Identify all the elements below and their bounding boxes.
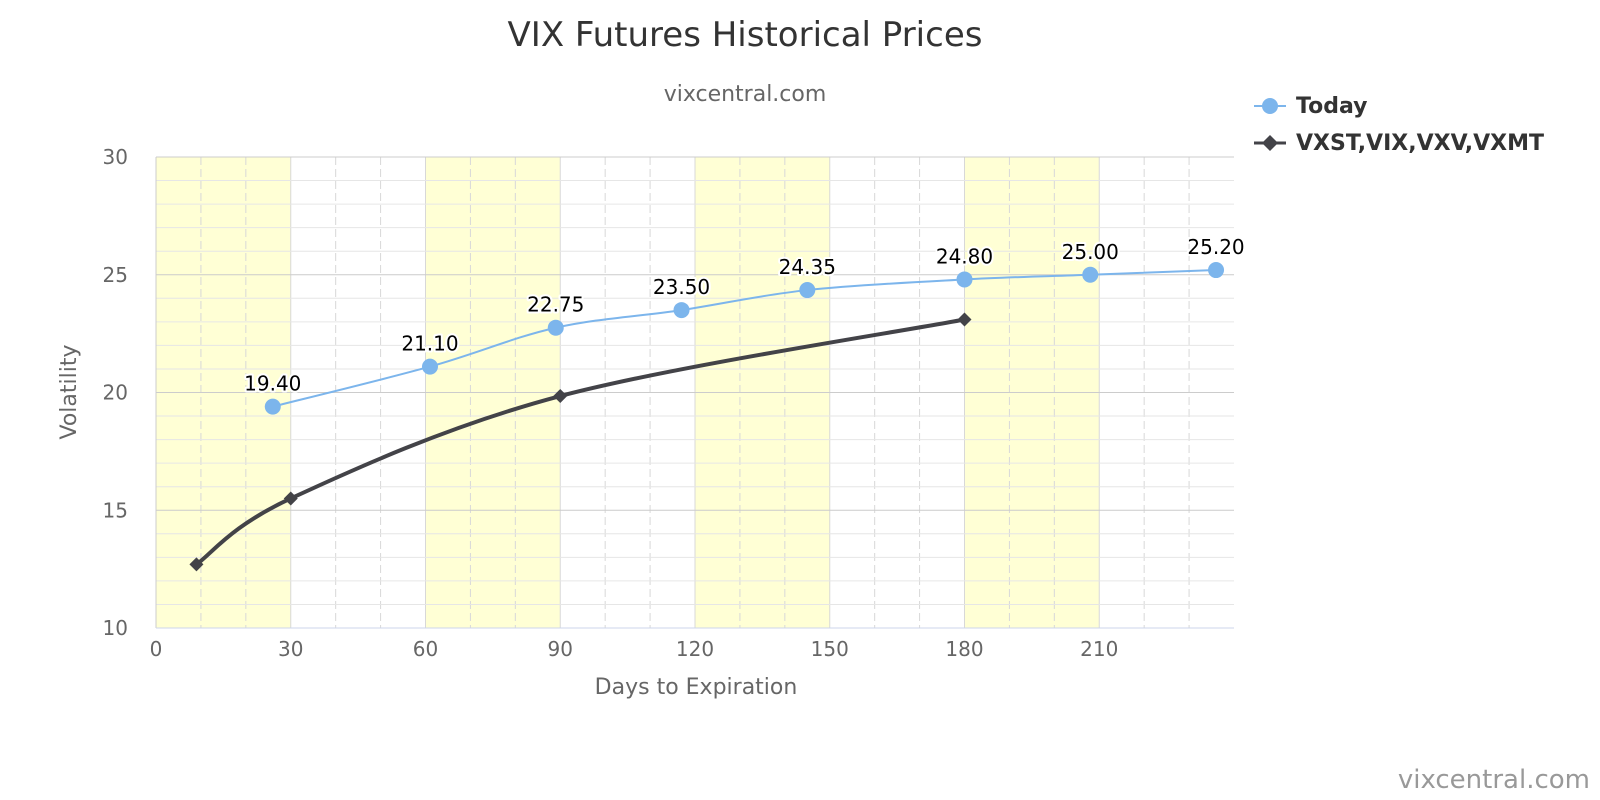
data-point-today bbox=[673, 302, 690, 319]
series-line-vxst-vix-vxv-vxmt bbox=[194, 317, 967, 567]
data-label: 23.50 bbox=[653, 275, 710, 299]
series-line-today bbox=[271, 269, 1218, 408]
legend-item-today[interactable]: Today bbox=[1254, 94, 1367, 119]
legend-circle-icon bbox=[1262, 98, 1278, 114]
y-tick-label: 15 bbox=[103, 498, 128, 522]
data-label: 21.10 bbox=[401, 332, 458, 356]
x-tick-label: 90 bbox=[548, 637, 573, 661]
x-tick-label: 180 bbox=[945, 637, 983, 661]
data-label: 25.20 bbox=[1187, 235, 1244, 259]
y-tick-label: 20 bbox=[103, 381, 128, 405]
series-layer bbox=[189, 262, 1225, 572]
x-tick-label: 0 bbox=[150, 637, 163, 661]
legend-diamond-icon bbox=[1262, 135, 1278, 151]
data-point-today bbox=[799, 282, 816, 299]
x-tick-label: 120 bbox=[676, 637, 714, 661]
legend-item-vxst-vix-vxv-vxmt[interactable]: VXST,VIX,VXV,VXMT bbox=[1254, 131, 1544, 156]
data-point-today bbox=[547, 319, 564, 336]
x-tick-label: 210 bbox=[1080, 637, 1118, 661]
data-label: 24.35 bbox=[779, 255, 836, 279]
grid bbox=[156, 156, 1234, 629]
data-point-today bbox=[956, 271, 973, 288]
y-tick-label: 10 bbox=[103, 616, 128, 640]
data-labels: 19.40 21.10 22.75 23.50 24.35 24.80 25.00 25.20 bbox=[242, 233, 1247, 398]
data-point-today bbox=[264, 398, 281, 415]
y-tick-label: 30 bbox=[103, 145, 128, 169]
data-point-today bbox=[1082, 266, 1099, 283]
x-tick-label: 150 bbox=[811, 637, 849, 661]
axes: 0 30 60 90 120 150 180 210 10 15 20 25 30 bbox=[103, 145, 1234, 661]
x-axis-title: Days to Expiration bbox=[595, 675, 798, 700]
data-point-vxst-vix-vxv-vxmt bbox=[957, 312, 972, 327]
data-label: 24.80 bbox=[936, 244, 993, 268]
legend-label-vxst-vix-vxv-vxmt: VXST,VIX,VXV,VXMT bbox=[1296, 131, 1544, 156]
chart-subtitle: vixcentral.com bbox=[664, 82, 827, 107]
chart-title: VIX Futures Historical Prices bbox=[508, 15, 983, 55]
y-axis-title: Volatility bbox=[57, 344, 82, 439]
data-point-vxst-vix-vxv-vxmt bbox=[189, 557, 204, 572]
data-point-vxst-vix-vxv-vxmt bbox=[283, 491, 298, 506]
chart-credit: vixcentral.com bbox=[1398, 765, 1590, 795]
data-label: 22.75 bbox=[527, 293, 584, 317]
data-point-today bbox=[1208, 262, 1225, 279]
x-tick-label: 60 bbox=[413, 637, 438, 661]
legend: Today VXST,VIX,VXV,VXMT bbox=[1254, 94, 1544, 156]
data-label: 19.40 bbox=[244, 372, 301, 396]
data-label: 25.00 bbox=[1062, 240, 1119, 264]
legend-label-today: Today bbox=[1296, 94, 1367, 119]
x-tick-label: 30 bbox=[278, 637, 303, 661]
data-point-vxst-vix-vxv-vxmt bbox=[553, 389, 568, 404]
y-tick-label: 25 bbox=[103, 263, 128, 287]
data-point-today bbox=[421, 358, 438, 375]
